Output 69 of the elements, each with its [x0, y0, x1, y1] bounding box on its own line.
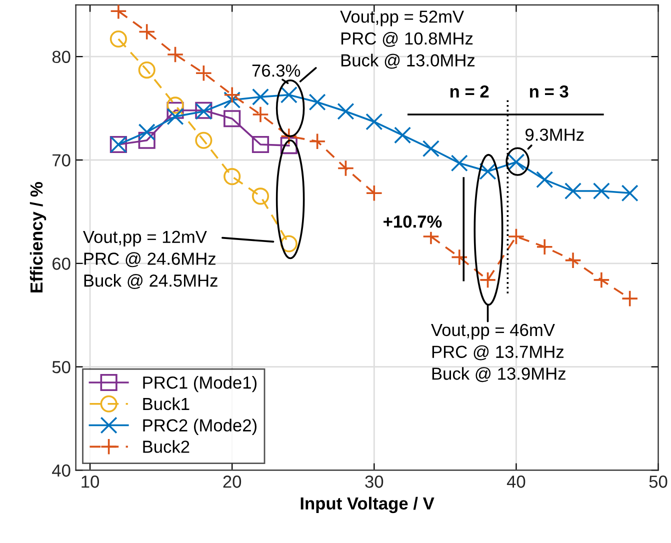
- y-axis-title: Efficiency / %: [30, 182, 46, 292]
- point: [138, 61, 156, 79]
- point: [252, 188, 270, 205]
- point: [536, 171, 554, 188]
- x-tick-label: 20: [223, 476, 242, 488]
- point: [564, 182, 582, 200]
- x-tick-label: 10: [82, 476, 100, 488]
- x-tick-label: 50: [649, 476, 668, 488]
- annotation: n = 3: [530, 85, 568, 98]
- x-axis-title: Input Voltage / V: [300, 496, 434, 514]
- point: [394, 126, 412, 144]
- point: [138, 124, 156, 141]
- point: [280, 86, 298, 104]
- point: [508, 228, 525, 246]
- annotation: 9.3MHz: [526, 128, 584, 141]
- point: [224, 91, 241, 109]
- point: [337, 160, 354, 177]
- y-tick-label: 50: [52, 360, 70, 374]
- y-tick-label: 70: [52, 154, 70, 166]
- annotation: Vout,pp = 52mV PRC @ 10.8MHz Buck @ 13.0MHz: [340, 10, 475, 69]
- point: [280, 136, 298, 154]
- point: [252, 106, 270, 124]
- point: [166, 96, 184, 114]
- point: [110, 4, 127, 20]
- annotation: 76.3%: [252, 64, 300, 77]
- x-tick-label: 30: [365, 476, 384, 488]
- point: [337, 102, 354, 120]
- point: [621, 184, 638, 202]
- point: [166, 108, 184, 126]
- point: [450, 248, 468, 266]
- annotation: Vout,pp = 46mV PRC @ 13.7MHz Buck @ 13.9MHz: [431, 324, 566, 382]
- point: [224, 110, 241, 128]
- point: [280, 128, 298, 145]
- point: [252, 88, 270, 106]
- point: [252, 136, 270, 154]
- point: [308, 94, 326, 111]
- point: [110, 30, 127, 48]
- point: [138, 132, 156, 149]
- point: [422, 140, 440, 158]
- legend-label: PRC2 (Mode2): [143, 418, 256, 435]
- point: [536, 238, 554, 256]
- point: [195, 132, 212, 149]
- point: [366, 184, 383, 202]
- x-tick-label: 40: [506, 476, 526, 488]
- legend-label: Buck2: [143, 440, 190, 453]
- point: [479, 271, 496, 289]
- legend-label: PRC1 (Mode1): [143, 376, 256, 392]
- annotation: n = 2: [450, 85, 489, 98]
- y-tick-label: 60: [52, 258, 70, 270]
- point: [224, 168, 241, 186]
- point: [479, 162, 496, 180]
- point: [592, 271, 610, 289]
- y-tick-label: 80: [52, 50, 70, 64]
- point: [450, 154, 468, 172]
- point: [138, 23, 156, 40]
- annotation: Vout,pp = 12mV PRC @ 24.6MHz Buck @ 24.5MHz: [83, 230, 218, 289]
- point: [592, 182, 610, 200]
- point: [195, 64, 212, 82]
- y-tick-label: 40: [52, 464, 70, 477]
- point: [166, 102, 184, 119]
- annotation: +10.7%: [384, 215, 442, 228]
- point: [280, 235, 298, 252]
- point: [621, 290, 638, 308]
- legend-label: Buck1: [143, 397, 190, 410]
- point: [564, 252, 582, 269]
- point: [166, 46, 184, 64]
- point: [224, 86, 241, 104]
- point: [308, 132, 326, 150]
- point: [366, 113, 383, 130]
